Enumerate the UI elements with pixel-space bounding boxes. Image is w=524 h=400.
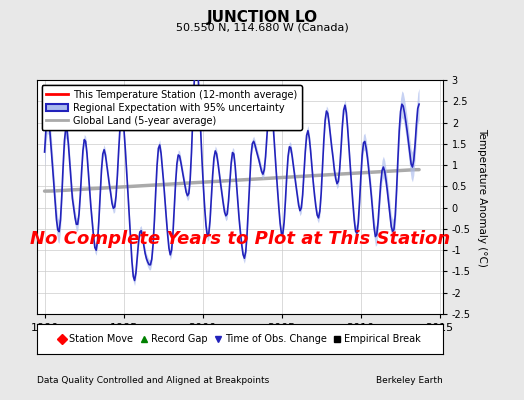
Text: 50.550 N, 114.680 W (Canada): 50.550 N, 114.680 W (Canada) (176, 22, 348, 32)
Y-axis label: Temperature Anomaly (°C): Temperature Anomaly (°C) (477, 128, 487, 266)
Legend: Station Move, Record Gap, Time of Obs. Change, Empirical Break: Station Move, Record Gap, Time of Obs. C… (54, 330, 425, 348)
Legend: This Temperature Station (12-month average), Regional Expectation with 95% uncer: This Temperature Station (12-month avera… (41, 85, 302, 130)
Text: Data Quality Controlled and Aligned at Breakpoints: Data Quality Controlled and Aligned at B… (37, 376, 269, 385)
Text: No Complete Years to Plot at This Station: No Complete Years to Plot at This Statio… (29, 230, 450, 248)
Text: JUNCTION LO: JUNCTION LO (206, 10, 318, 25)
Text: Berkeley Earth: Berkeley Earth (376, 376, 443, 385)
